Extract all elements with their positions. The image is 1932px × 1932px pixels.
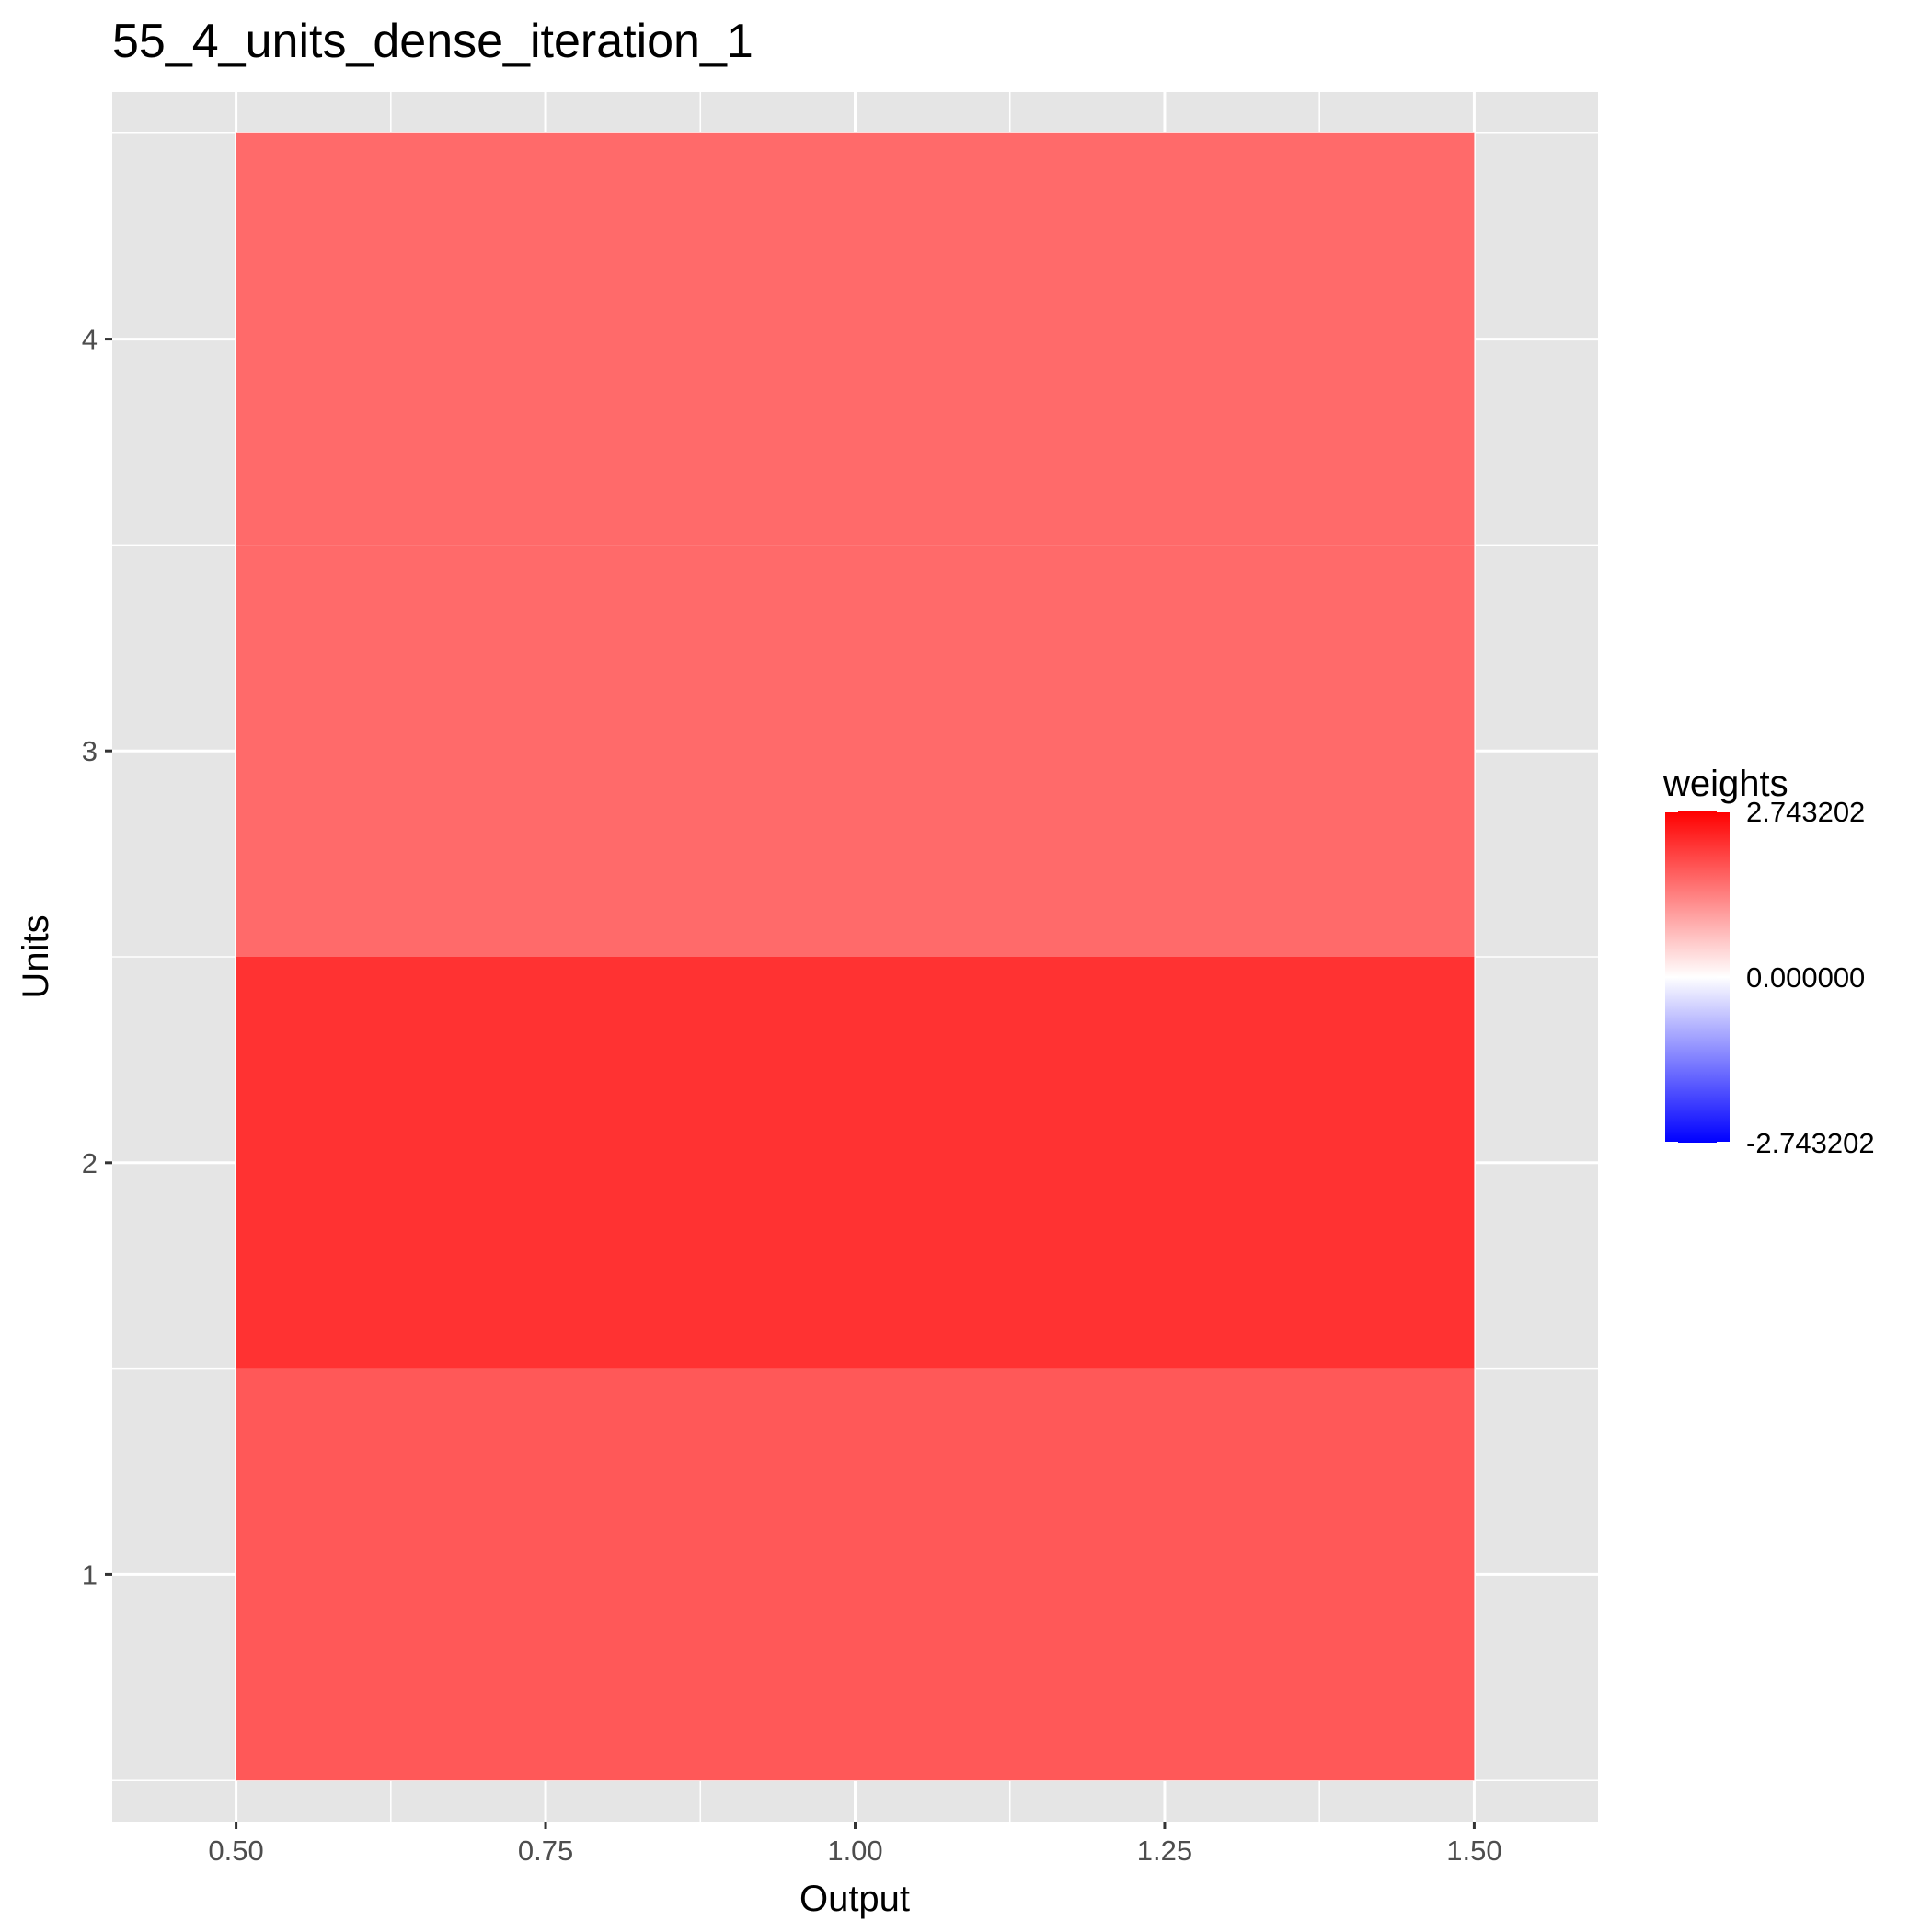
- heatmap-cell-unit-2: [236, 957, 1475, 1369]
- chart-title: 55_4_units_dense_iteration_1: [112, 15, 753, 68]
- x-tick-label: 1.25: [1137, 1834, 1192, 1867]
- y-tick-label: 1: [82, 1558, 98, 1591]
- x-axis-ticks: 0.50 0.75 1.00 1.25 1.50: [208, 1822, 1502, 1867]
- x-axis-title: Output: [799, 1879, 910, 1919]
- heatmap-cell-unit-1: [236, 1368, 1475, 1781]
- heatmap-cell-unit-3: [236, 545, 1475, 957]
- x-tick-label: 0.75: [518, 1834, 573, 1867]
- y-tick-label: 2: [82, 1147, 98, 1179]
- legend-label: 2.743202: [1746, 796, 1865, 828]
- legend-label: -2.743202: [1746, 1127, 1875, 1159]
- heatmap-cells: [236, 132, 1475, 1781]
- heatmap-cell-unit-4: [236, 132, 1475, 546]
- x-tick-label: 1.50: [1446, 1834, 1501, 1867]
- legend-label: 0.000000: [1746, 961, 1865, 994]
- legend-ticks: 2.743202 0.000000 -2.743202: [1665, 796, 1875, 1159]
- legend-title: weights: [1662, 764, 1788, 804]
- legend: weights 2.743202 0.000000 -2.743202: [1662, 764, 1875, 1159]
- y-tick-label: 4: [82, 324, 98, 356]
- x-tick-label: 0.50: [208, 1834, 263, 1867]
- y-axis-ticks: 1 2 3 4: [82, 324, 112, 1591]
- y-tick-label: 3: [82, 735, 98, 767]
- x-tick-label: 1.00: [827, 1834, 882, 1867]
- y-axis-title: Units: [16, 914, 56, 998]
